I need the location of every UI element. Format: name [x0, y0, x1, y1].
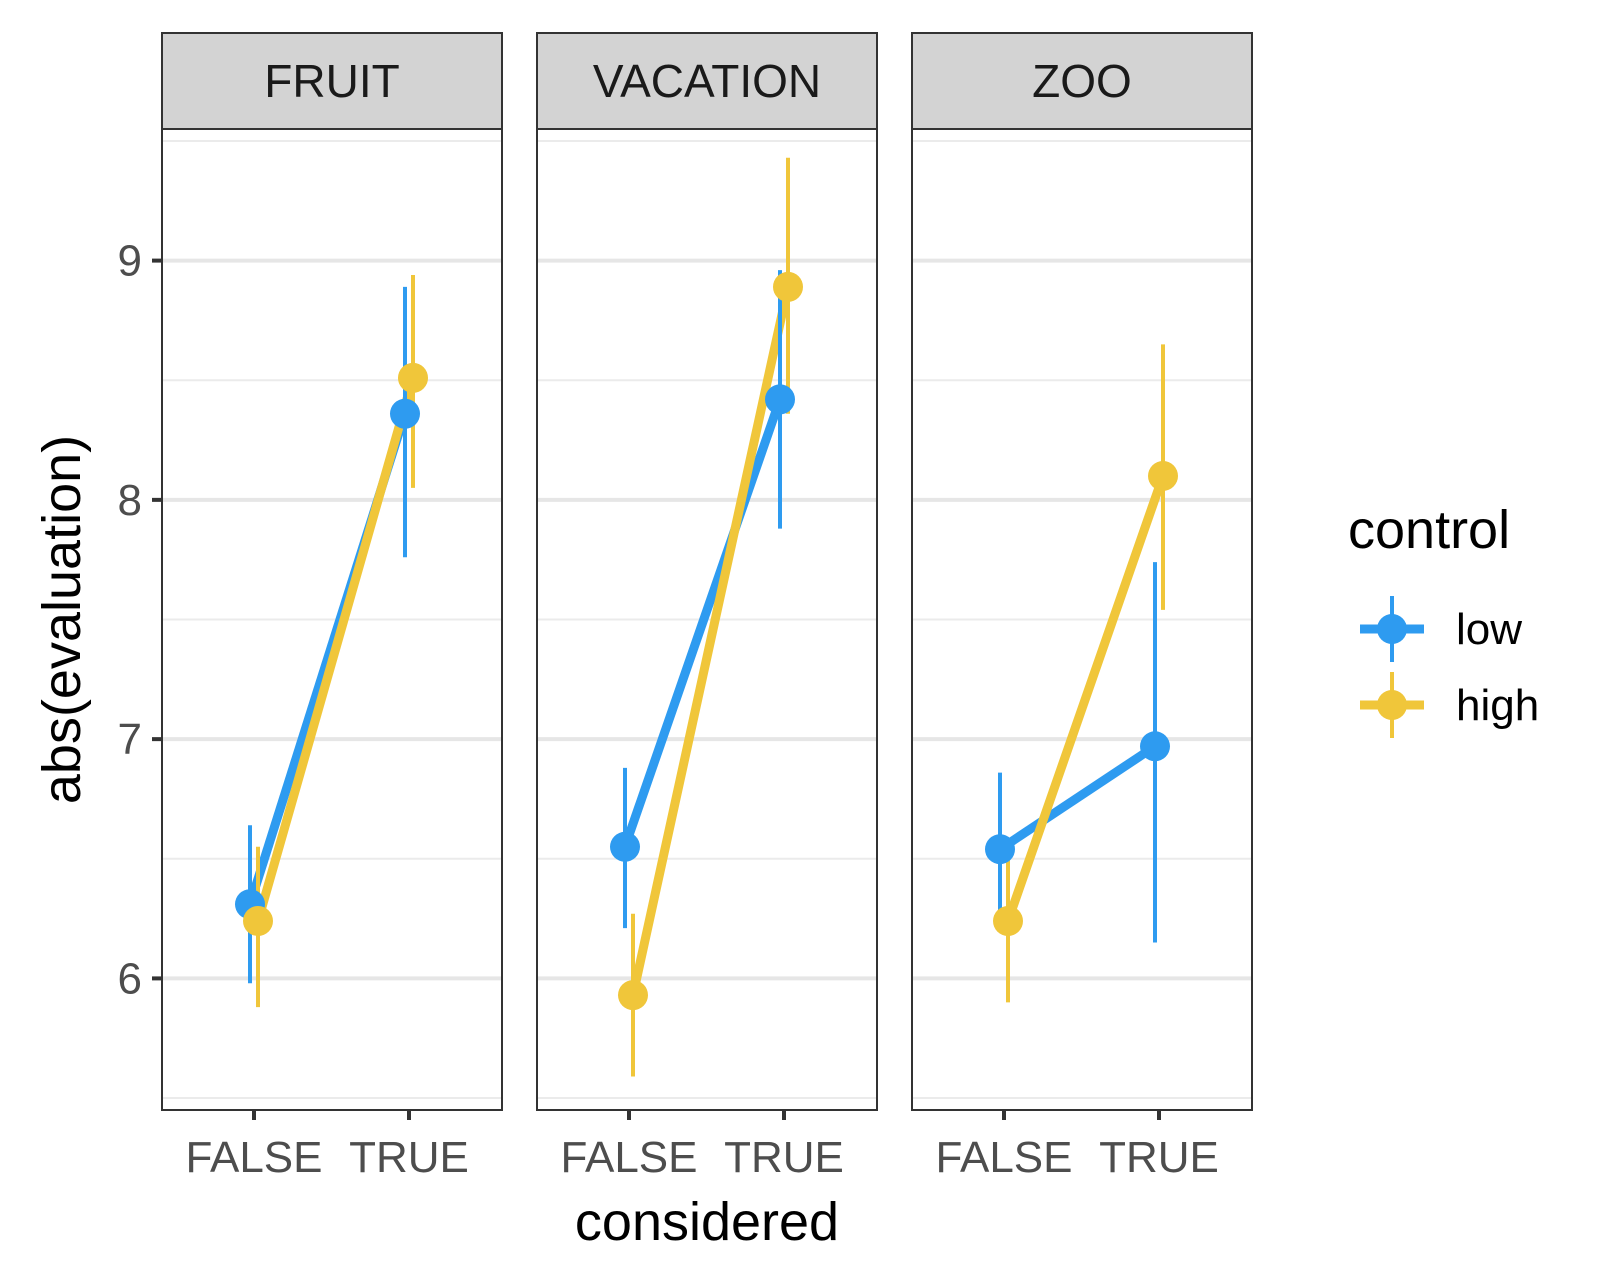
y-tick-label: 6 — [118, 954, 142, 1003]
series-line-high — [628, 285, 793, 997]
series-line-high — [1003, 474, 1168, 923]
series-line-low — [620, 397, 785, 849]
x-tick-label-false: FALSE — [936, 1133, 1073, 1182]
x-tick-label-true: TRUE — [724, 1133, 844, 1182]
facet-panels: FRUIT FALSE TRUE VACATION FALSE TRUE ZOO FALSE T… — [161, 32, 1253, 1182]
strip-background — [911, 32, 1253, 130]
legend-key-high — [1360, 672, 1424, 738]
x-tick-label-false: FALSE — [186, 1133, 323, 1182]
legend-key-low — [1360, 596, 1424, 662]
x-axis-title: considered — [575, 1192, 839, 1252]
y-tick-label: 9 — [118, 237, 142, 286]
data-point-high-false — [618, 980, 648, 1011]
y-tick-label: 8 — [118, 476, 142, 525]
series-layer — [235, 274, 428, 1008]
y-axis-title: abs(evaluation) — [32, 435, 92, 804]
panel-fruit: FRUIT FALSE TRUE — [161, 32, 503, 1182]
panel-border — [911, 128, 1253, 1111]
data-point-high-false — [993, 905, 1023, 936]
data-point-low-false — [985, 834, 1015, 865]
x-tick-label-true: TRUE — [349, 1133, 469, 1182]
data-point-low-true — [1140, 731, 1170, 762]
series-line-high — [253, 376, 418, 923]
panel-border — [536, 128, 878, 1111]
series-line-low — [997, 742, 1158, 853]
data-point-low-true — [390, 398, 420, 429]
legend: control low high — [1348, 500, 1539, 738]
legend-label-high: high — [1456, 681, 1539, 730]
series-layer — [610, 157, 803, 1077]
data-point-high-true — [398, 362, 428, 393]
strip-label-zoo: ZOO — [1032, 55, 1132, 107]
strip-background — [161, 32, 503, 130]
data-point-low-true — [765, 384, 795, 415]
data-point-high-true — [1148, 460, 1178, 491]
data-point-low-false — [610, 831, 640, 862]
y-axis: 6 7 8 9 — [118, 237, 162, 1003]
x-tick-label-false: FALSE — [561, 1133, 698, 1182]
legend-key-point-high — [1377, 690, 1407, 720]
panel-vacation: VACATION FALSE TRUE — [536, 32, 878, 1182]
legend-key-point-low — [1377, 614, 1407, 644]
strip-label-vacation: VACATION — [593, 55, 821, 107]
panel-border — [161, 128, 503, 1111]
data-point-high-false — [243, 905, 273, 936]
x-tick-label-true: TRUE — [1099, 1133, 1219, 1182]
y-tick-label: 7 — [118, 715, 142, 764]
legend-label-low: low — [1456, 605, 1522, 654]
data-point-high-true — [773, 271, 803, 302]
panel-zoo: ZOO FALSE TRUE — [911, 32, 1253, 1182]
strip-background — [536, 32, 878, 130]
series-layer — [985, 344, 1178, 1003]
strip-label-fruit: FRUIT — [264, 55, 399, 107]
legend-title: control — [1348, 500, 1510, 560]
